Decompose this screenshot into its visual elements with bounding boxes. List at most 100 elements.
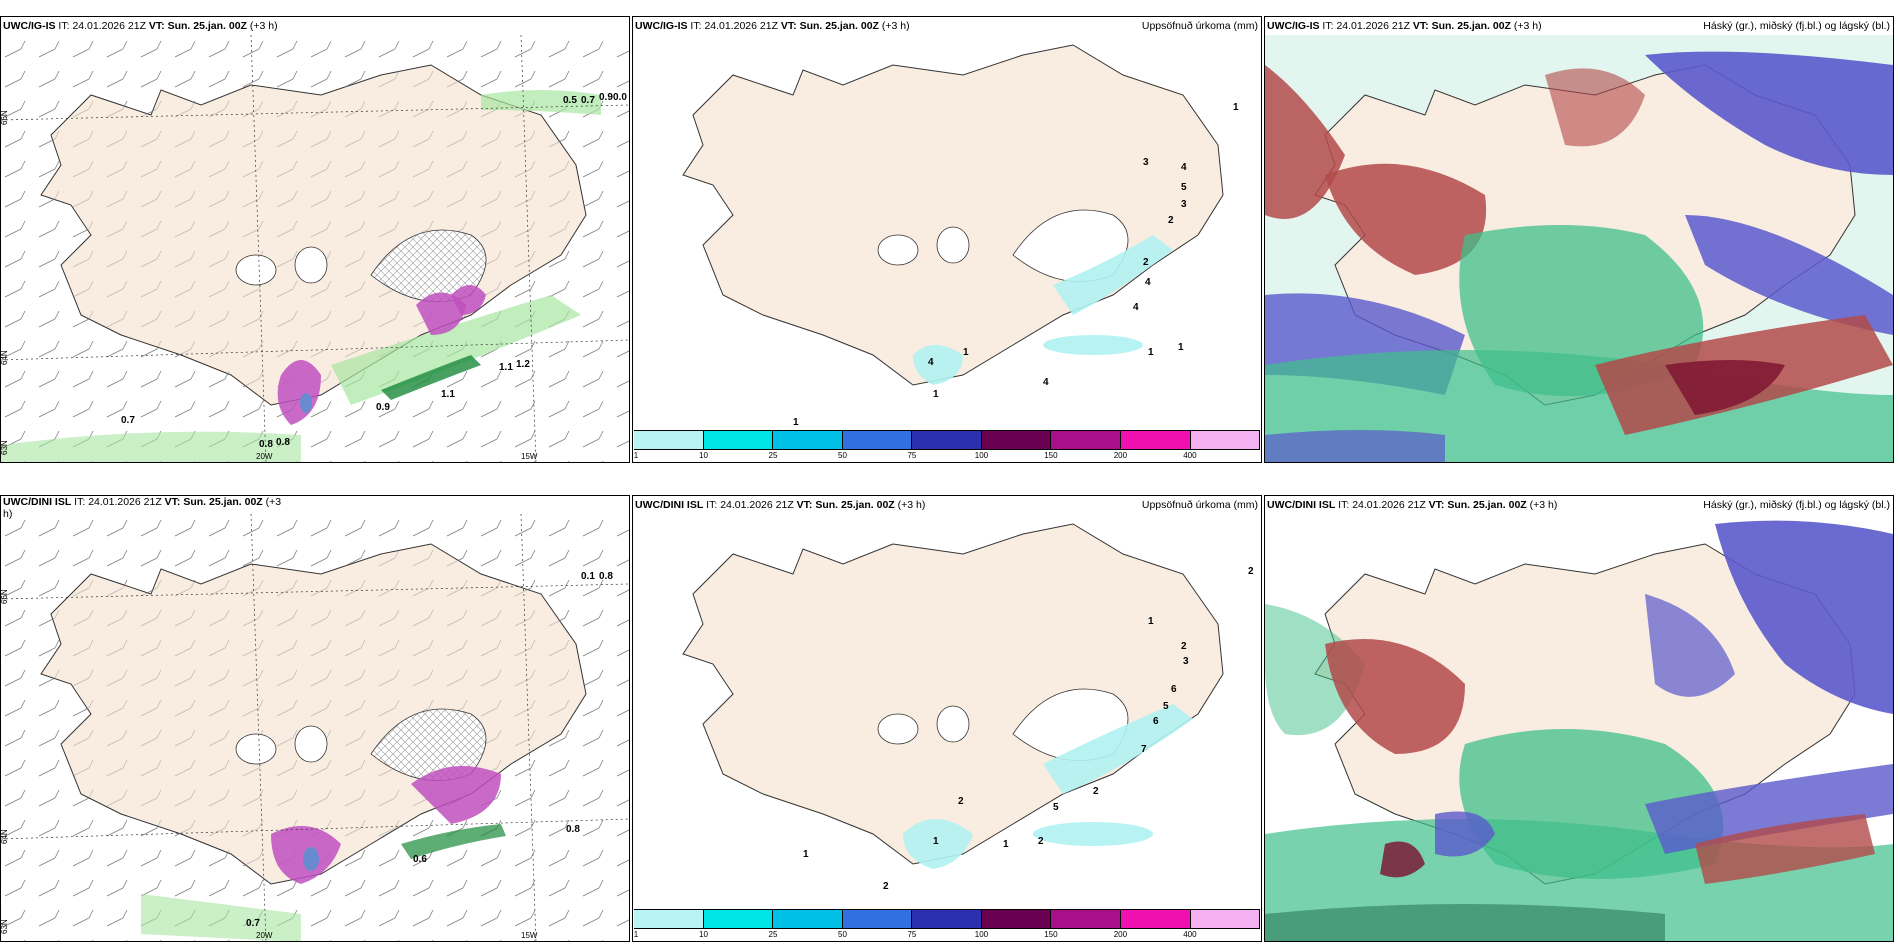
colorbar-cell-5 [912,431,982,449]
lon-label: 20W [256,452,273,461]
cloud-panel-bottom: UWC/DINI ISL IT: 24.01.2026 21Z VT: Sun.… [1264,495,1894,942]
svg-text:4: 4 [1133,302,1139,313]
svg-text:0.0: 0.0 [613,92,627,103]
iceland-land [682,523,1224,865]
svg-text:1: 1 [1178,342,1184,353]
svg-text:5: 5 [1163,701,1169,712]
cloud-map [1265,35,1893,462]
svg-text:0.7: 0.7 [121,415,135,426]
panel-title: UWC/DINI ISL IT: 24.01.2026 21Z VT: Sun.… [1267,499,1558,511]
colorbar-tick: 10 [699,930,708,939]
svg-text:1: 1 [793,417,799,428]
colorbar-cell-2 [703,910,774,928]
svg-text:0.8: 0.8 [566,824,580,835]
svg-text:7: 7 [1141,744,1147,755]
iceland-land [682,44,1224,386]
wind-panel-top: UWC/IG-IS IT: 24.01.2026 21Z VT: Sun. 25… [0,16,630,463]
colorbar-tick: 25 [768,930,778,939]
colorbar-tick: 400 [1183,451,1197,460]
svg-text:4: 4 [1043,377,1049,388]
colorbar-tick: 100 [974,451,989,460]
svg-text:0.8: 0.8 [599,571,613,582]
svg-text:2: 2 [1038,836,1044,847]
high-cloud [1325,639,1465,754]
colorbar-tick: 100 [974,930,989,939]
wind-map: 66N 64N 63N 20W 15W 0.5 0.7 0.9 0.0 0.7 … [1,35,629,462]
svg-text:3: 3 [1143,157,1149,168]
svg-text:6: 6 [1153,716,1159,727]
svg-text:1.2: 1.2 [516,359,530,370]
colorbar-tick: 200 [1113,930,1128,939]
wind-value-labels: 0.1 0.8 0.8 0.7 0.6 [246,571,613,929]
colorbar-tick: 75 [907,930,917,939]
svg-text:1: 1 [1233,102,1239,113]
svg-text:2: 2 [1143,257,1149,268]
cloud-panel-top: UWC/IG-IS IT: 24.01.2026 21Z VT: Sun. 25… [1264,16,1894,463]
colorbar-cell-6 [981,910,1052,928]
svg-text:0.7: 0.7 [246,918,260,929]
svg-text:63N: 63N [1,919,9,934]
svg-text:3: 3 [1183,656,1189,667]
precip-value-labels: 1 3 4 5 3 2 2 4 4 1 1 4 1 4 1 1 [793,102,1239,428]
svg-text:0.5: 0.5 [563,95,577,106]
panel-title: UWC/IG-IS IT: 24.01.2026 21Z VT: Sun. 25… [3,20,278,32]
panel-title: UWC/DINI ISL IT: 24.01.2026 21Z VT: Sun.… [3,496,282,520]
colorbar-cell-5 [912,910,982,928]
panel-subtitle: Háský (gr.), miðský (fj.bl.) og lágský (… [1703,20,1890,32]
lat-label: 66N [1,110,9,125]
colorbar-cell-4 [842,431,913,449]
svg-text:6: 6 [1171,684,1177,695]
svg-text:1: 1 [963,347,969,358]
svg-text:3: 3 [1181,199,1187,210]
colorbar-cell-9 [1190,431,1261,449]
svg-text:4: 4 [1181,162,1187,173]
svg-text:1: 1 [933,836,939,847]
cloud-map [1265,514,1893,941]
svg-text:66N: 66N [1,589,9,604]
svg-text:1.1: 1.1 [441,389,455,400]
colorbar-cell-2 [703,431,774,449]
svg-text:0.8: 0.8 [259,439,273,450]
svg-text:20W: 20W [256,931,273,940]
panel-subtitle: Uppsöfnuð úrkoma (mm) [1141,20,1258,32]
wind-panel-bottom: UWC/DINI ISL IT: 24.01.2026 21Z VT: Sun.… [0,495,630,942]
precip-value-labels: 2 1 2 3 6 5 6 7 2 2 5 2 1 2 1 1 [803,566,1254,892]
svg-text:1: 1 [803,849,809,860]
svg-text:0.6: 0.6 [413,854,427,865]
precip-panel-bottom: UWC/DINI ISL IT: 24.01.2026 21Z VT: Sun.… [632,495,1262,942]
colorbar-cell-6 [981,431,1052,449]
wind-map: 66N 64N 63N 20W 15W 0.1 0.8 0.8 0.7 0.6 [1,514,629,941]
panel-subtitle: Uppsöfnuð úrkoma (mm) [1141,499,1258,511]
colorbar-cell-8 [1120,910,1191,928]
colorbar-cell-1 [634,431,704,449]
colorbar-tick: 150 [1044,451,1058,460]
precip-area [1053,235,1173,315]
colorbar-cell-1 [634,910,704,928]
colorbar-tick: 10 [699,451,708,460]
colorbar-tick: 25 [768,451,778,460]
svg-text:1: 1 [1148,347,1154,358]
panel-title: UWC/DINI ISL IT: 24.01.2026 21Z VT: Sun.… [635,499,926,511]
colorbar-cell-8 [1120,431,1191,449]
svg-text:15W: 15W [521,931,538,940]
mid-cloud [1645,51,1893,175]
high-cloud [1265,65,1345,219]
svg-text:0.7: 0.7 [581,95,595,106]
svg-text:2: 2 [1248,566,1254,577]
panel-title: UWC/IG-IS IT: 24.01.2026 21Z VT: Sun. 25… [635,20,910,32]
colorbar-tick: 200 [1113,451,1128,460]
svg-text:0.9: 0.9 [376,402,390,413]
svg-text:2: 2 [1093,786,1099,797]
colorbar-cell-7 [1051,431,1121,449]
svg-text:64N: 64N [1,350,9,365]
precip-colorbar: 1 10 25 50 75 100 150 200 400 [634,909,1261,941]
svg-text:5: 5 [1181,182,1187,193]
svg-text:1: 1 [1148,616,1154,627]
wind-value-labels: 0.5 0.7 0.9 0.0 0.7 0.8 0.8 0.9 1.1 1.1 … [121,92,627,450]
svg-text:0.8: 0.8 [276,437,290,448]
svg-text:1: 1 [933,389,939,400]
colorbar-cell-3 [773,910,843,928]
precip-panel-top: UWC/IG-IS IT: 24.01.2026 21Z VT: Sun. 25… [632,16,1262,463]
svg-text:63N: 63N [1,440,9,455]
svg-text:15W: 15W [521,452,538,461]
